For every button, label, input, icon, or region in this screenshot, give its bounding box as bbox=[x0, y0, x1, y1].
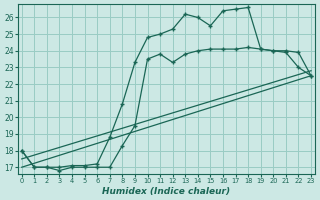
X-axis label: Humidex (Indice chaleur): Humidex (Indice chaleur) bbox=[102, 187, 230, 196]
